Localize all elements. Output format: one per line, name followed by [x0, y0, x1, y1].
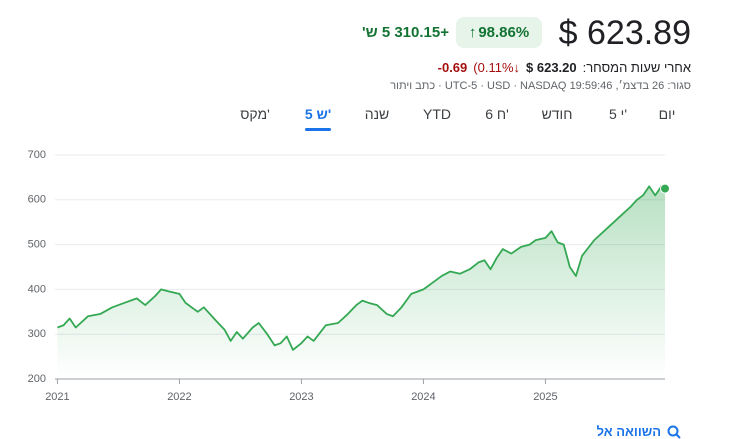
range-tab[interactable]: מקס' [240, 106, 270, 122]
y-tick-label: 700 [28, 149, 46, 161]
range-tab[interactable]: 5 י' [608, 106, 628, 122]
y-tick-label: 300 [28, 328, 46, 340]
price: $ 623.89 [558, 14, 691, 52]
search-icon [667, 425, 681, 439]
range-tab[interactable]: חודש [541, 106, 573, 122]
compare-label: השוואה אל [596, 424, 661, 439]
x-tick-label: 2023 [289, 391, 313, 403]
y-tick-label: 600 [28, 194, 46, 206]
compare-button[interactable]: השוואה אל [597, 424, 681, 439]
change-percent: 98.86% [478, 24, 530, 41]
y-tick-label: 500 [28, 239, 46, 251]
x-tick-label: 2021 [45, 391, 69, 403]
change-badge: ↑ 98.86% [456, 17, 542, 48]
x-tick-label: 2025 [533, 391, 557, 403]
area [57, 186, 665, 379]
end-dot [660, 183, 670, 194]
price-line [57, 185, 666, 351]
after-hours-label: אחרי שעות המסחר: [582, 60, 691, 75]
range-tab[interactable]: YTD [423, 106, 451, 122]
range-tab[interactable]: שנה [364, 106, 390, 122]
range-tab[interactable]: 5 ש' [304, 106, 332, 122]
range-tab[interactable]: 6 ח' [485, 106, 509, 122]
after-hours-price: $ 623.20 [526, 60, 577, 75]
after-hours-percent: (0.11%↓ [473, 60, 521, 75]
y-tick-label: 400 [28, 283, 46, 295]
change-abs: +310.15 5 ש' [362, 24, 449, 41]
y-tick-label: 200 [28, 373, 46, 385]
x-tick-label: 2024 [411, 391, 435, 403]
after-hours-abs: -0.69 [437, 60, 468, 75]
x-tick-label: 2022 [167, 391, 191, 403]
range-tab[interactable]: יום [658, 106, 676, 122]
closed-line: סגור: 26 בדצמ׳, 19:59:46 UTC-5 · USD · N… [390, 80, 691, 92]
after-hours: אחרי שעות המסחר: $ 623.20 (0.11%↓ -0.69 [438, 60, 691, 75]
up-arrow: ↑ [468, 24, 477, 41]
tab-underline [305, 128, 331, 131]
after-hours-percent-text: (0.11% [473, 60, 514, 75]
